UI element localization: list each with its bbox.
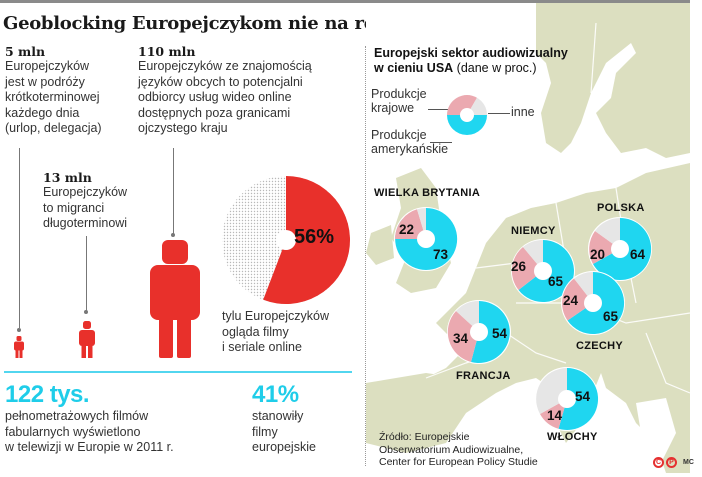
de-american: 65 xyxy=(548,274,564,289)
top-border xyxy=(0,0,690,3)
donut-de xyxy=(511,239,575,303)
country-label-pl: POLSKA xyxy=(597,202,645,214)
legend-inne: inne xyxy=(511,105,535,119)
stat-13mln: 13 mln Europejczyków to migranci długote… xyxy=(43,170,127,232)
stat-text: stanowiły filmy europejskie xyxy=(252,409,316,454)
person-icon-large xyxy=(150,240,200,358)
country-label-de: NIEMCY xyxy=(511,225,556,237)
uk-national: 22 xyxy=(399,222,415,237)
legend-line xyxy=(428,109,456,110)
stat-text: Europejczyków to migranci długoterminowi xyxy=(43,185,128,230)
leader-line xyxy=(173,148,174,234)
donut-it xyxy=(535,367,599,431)
column-separator xyxy=(365,46,366,466)
copyright-badge: C P MC xyxy=(653,457,694,468)
stat-number: 110 mln xyxy=(138,44,196,59)
stat-41pct: 41% stanowiły filmy europejskie xyxy=(252,381,316,456)
it-national: 14 xyxy=(547,408,563,423)
leader-line xyxy=(86,236,87,311)
country-label-fr: FRANCJA xyxy=(456,370,511,382)
p-icon: P xyxy=(666,457,677,468)
author-initials: MC xyxy=(683,459,694,466)
stat-text: Europejczyków ze znajomością języków obc… xyxy=(138,59,312,135)
stat-number: 41% xyxy=(252,381,299,408)
stat-number: 5 mln xyxy=(5,44,46,59)
pie-value: 56% xyxy=(294,226,335,248)
fr-american: 54 xyxy=(492,326,508,341)
copyright-icon: C xyxy=(653,457,664,468)
country-label-uk: WIELKA BRYTANIA xyxy=(374,187,481,199)
pl-american: 64 xyxy=(630,247,646,262)
person-icon-small xyxy=(14,336,24,358)
country-label-it: WŁOCHY xyxy=(547,431,598,443)
cz-national: 24 xyxy=(563,293,579,308)
legend-line xyxy=(488,113,510,114)
donut-cz xyxy=(561,271,625,335)
stat-text: pełnometrażowych filmów fabularnych wyśw… xyxy=(5,409,174,454)
legend-donut xyxy=(447,95,487,135)
leader-line xyxy=(19,148,20,328)
leader-dot xyxy=(171,233,175,237)
it-american: 54 xyxy=(575,389,591,404)
legend-amerykanskie: Produkcje amerykańskie xyxy=(371,128,449,156)
stat-number: 13 mln xyxy=(43,170,92,185)
cz-american: 65 xyxy=(603,309,619,324)
country-label-cz: CZECHY xyxy=(576,340,624,352)
stat-number: 122 tys. xyxy=(5,381,90,408)
pie-caption: tylu Europejczyków ogląda filmy i serial… xyxy=(222,309,329,354)
donut-fr xyxy=(447,300,511,364)
person-icon-medium xyxy=(79,321,95,358)
online-viewers-pie xyxy=(222,176,351,304)
donut-uk xyxy=(394,207,458,271)
stat-110mln: 110 mln Europejczyków ze znajomością jęz… xyxy=(138,44,312,137)
leader-dot xyxy=(17,328,21,332)
page-title: Geoblocking Europejczykom nie na rękę xyxy=(3,13,399,34)
uk-american: 73 xyxy=(433,247,449,262)
pl-national: 20 xyxy=(590,247,606,262)
legend-krajowe: Produkcje krajowe xyxy=(371,87,427,115)
right-section-title: Europejski sektor audiowizualny w cieniu… xyxy=(374,46,568,75)
stat-122tys: 122 tys. pełnometrażowych filmów fabular… xyxy=(5,381,174,456)
stat-text: Europejczyków jest w podróży krótkotermi… xyxy=(5,59,102,135)
section-divider xyxy=(4,371,352,373)
legend-line xyxy=(430,142,452,143)
leader-dot xyxy=(84,310,88,314)
source-note: Źródło: Europejskie Obserwatorium Audiow… xyxy=(379,431,538,468)
de-national: 26 xyxy=(511,259,527,274)
stat-5mln: 5 mln Europejczyków jest w podróży krótk… xyxy=(5,44,102,137)
donut-pl xyxy=(588,217,652,281)
fr-national: 34 xyxy=(453,331,469,346)
